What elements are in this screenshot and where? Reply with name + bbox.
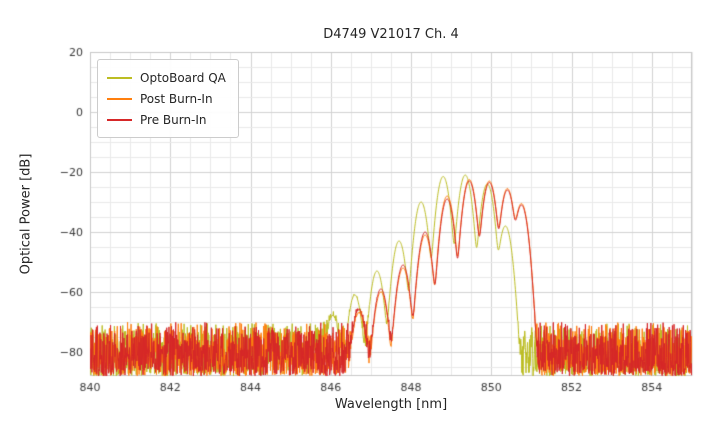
legend-line-swatch — [107, 118, 132, 121]
x-axis-label: Wavelength [nm] — [334, 397, 448, 412]
y-axis-label: Optical Power [dB] — [18, 153, 34, 275]
legend-label: OptoBoard QA — [140, 70, 226, 85]
legend-item-optoboard-qa: OptoBoard QA — [107, 67, 226, 88]
legend-line-swatch — [107, 76, 132, 79]
legend-label: Pre Burn-In — [140, 112, 207, 127]
legend-label: Post Burn-In — [140, 91, 213, 106]
chart-title: D4749 V21017 Ch. 4 — [323, 27, 459, 42]
legend-item-pre-burn-in: Pre Burn-In — [107, 109, 226, 130]
legend: OptoBoard QA Post Burn-In Pre Burn-In — [97, 59, 239, 138]
legend-line-swatch — [107, 97, 132, 100]
legend-item-post-burn-in: Post Burn-In — [107, 88, 226, 109]
